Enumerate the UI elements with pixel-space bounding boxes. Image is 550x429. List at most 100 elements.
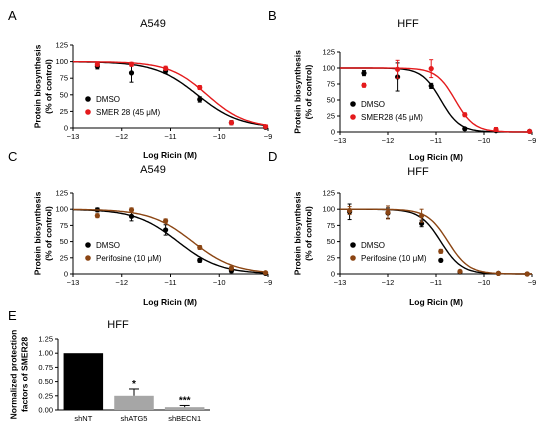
marker: [128, 207, 135, 213]
significance-marker: *: [132, 379, 136, 390]
marker: [94, 61, 100, 67]
data-point: [197, 84, 203, 91]
y-axis-label-line: Protein biosynthesis: [33, 44, 43, 128]
data-point: [197, 244, 203, 251]
fit-curve: [340, 67, 532, 133]
y-tick-label: 100: [55, 205, 68, 214]
panel-title: A549: [140, 18, 166, 30]
y-tick-label: 0: [331, 270, 335, 279]
panel-d: D HFF Protein biosynthesis (% of control) 0 2…: [268, 149, 536, 307]
legend-marker: [85, 109, 91, 115]
marker: [438, 248, 444, 254]
marker: [262, 270, 269, 276]
marker: [163, 65, 169, 71]
marker: [419, 213, 425, 219]
legend-marker: [85, 96, 91, 102]
marker: [94, 213, 100, 219]
data-point: [228, 120, 235, 126]
series-1: [73, 207, 269, 276]
y-axis-label: Protein biosynthesis (% of control): [33, 191, 54, 275]
panel-letter: D: [268, 149, 277, 164]
legend-marker: [350, 101, 356, 107]
legend-label: SMER 28 (45 μM): [96, 108, 161, 117]
legend-label: DMSO: [361, 241, 385, 250]
data-point: [94, 61, 100, 67]
data-point: [197, 257, 203, 263]
marker: [438, 257, 444, 263]
panel-letter: A: [8, 8, 17, 23]
y-tick-label: 100: [322, 64, 335, 73]
legend-marker: [85, 242, 91, 248]
y-axis-label: Normalized protection factors of SMER28: [9, 330, 30, 420]
x-tick-label: −9: [264, 278, 273, 287]
data-point: [493, 126, 499, 133]
marker: [527, 128, 533, 134]
marker: [128, 213, 135, 219]
marker: [228, 120, 235, 126]
marker: [462, 112, 468, 118]
legend-marker: [85, 255, 91, 261]
marker: [197, 244, 203, 251]
y-tick-label: 1.00: [38, 349, 53, 358]
legend-label: Perifosine (10 μM): [96, 254, 162, 263]
x-tick-label: −9: [528, 136, 537, 145]
marker: [428, 83, 434, 89]
marker: [163, 227, 169, 233]
y-axis-label-line: factors of SMER28: [20, 337, 30, 412]
y-tick-label: 0.00: [38, 406, 53, 415]
y-axis-label-line: Protein biosynthesis: [293, 50, 303, 134]
bar-group: shNT: [63, 353, 104, 423]
y-axis-label-line: (% of control): [304, 64, 314, 119]
x-tick-label: −13: [67, 278, 80, 287]
y-tick-label: 100: [55, 57, 68, 66]
y-tick-label: 0.25: [38, 391, 53, 400]
y-tick-label: 0: [64, 124, 68, 133]
x-tick-label: −11: [164, 278, 176, 287]
data-point: [395, 59, 401, 79]
y-tick-label: 50: [327, 96, 335, 105]
bar: [114, 395, 154, 410]
data-point: [524, 271, 530, 277]
legend-label: DMSO: [96, 95, 120, 104]
legend-label: Perifosine (10 μM): [361, 254, 427, 263]
marker: [197, 96, 203, 103]
legend-entry: Perifosine (10 μM): [85, 254, 162, 263]
y-tick-label: 25: [327, 112, 335, 121]
panel-c: C A549 Protein biosynthesis (% of control) 0…: [8, 149, 272, 307]
series-1: [340, 59, 533, 134]
marker: [428, 66, 434, 72]
y-tick-label: 125: [55, 189, 68, 198]
y-tick-label: 25: [60, 253, 68, 262]
x-tick-label: −13: [67, 132, 80, 141]
legend-label: DMSO: [96, 241, 120, 250]
y-tick-label: 100: [322, 205, 335, 214]
legend-entry: DMSO: [85, 241, 120, 250]
marker: [385, 209, 391, 216]
x-tick-label: shBECN1: [168, 414, 201, 423]
data-point: [438, 248, 444, 254]
legend-entry: DMSO: [350, 100, 385, 109]
y-axis-label: Protein biosynthesis (% of control): [33, 44, 54, 128]
x-tick-label: −9: [528, 278, 537, 287]
y-tick-label: 125: [322, 189, 335, 198]
data-point: [262, 124, 269, 130]
legend-label: DMSO: [361, 100, 385, 109]
marker: [493, 126, 499, 133]
marker: [128, 61, 135, 67]
x-tick-label: −12: [115, 132, 128, 141]
y-tick-label: 25: [60, 107, 68, 116]
data-point: [197, 96, 203, 103]
x-axis-label: Log Ricin (M): [143, 150, 197, 160]
marker: [228, 265, 235, 271]
y-tick-label: 50: [60, 90, 68, 99]
legend-marker: [350, 255, 356, 261]
data-point: [228, 265, 235, 271]
marker: [361, 70, 367, 76]
y-axis-label-line: (% of control): [304, 206, 314, 261]
y-tick-label: 50: [327, 237, 335, 246]
y-tick-label: 0.75: [38, 363, 53, 372]
legend-entry: Perifosine (10 μM): [350, 254, 427, 263]
y-tick-label: 125: [322, 48, 335, 57]
data-point: [419, 208, 425, 223]
x-tick-label: −11: [430, 278, 442, 287]
